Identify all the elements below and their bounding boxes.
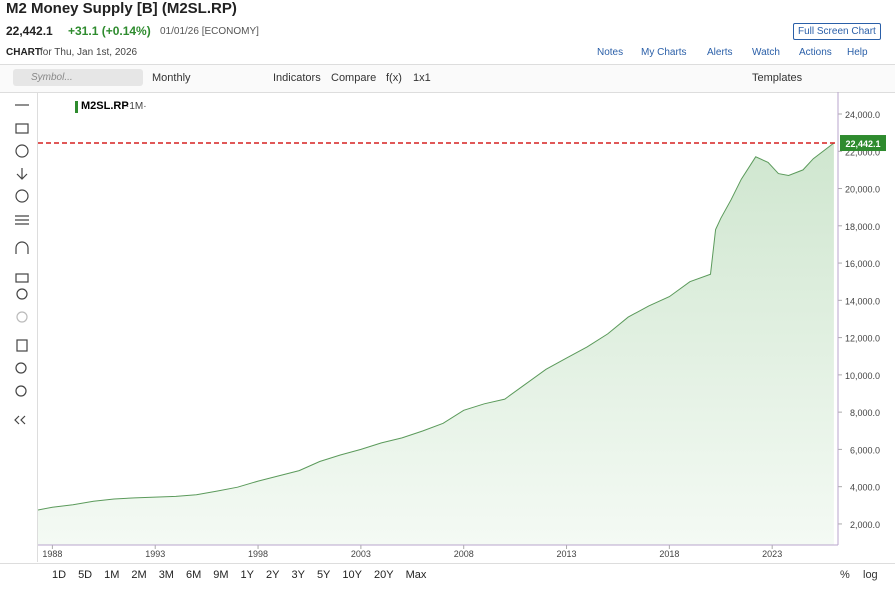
x-tick-label: 2023 — [762, 549, 782, 559]
last-price: 22,442.1 — [6, 24, 53, 38]
tool-icons — [14, 104, 29, 425]
range-button[interactable]: 5Y — [316, 569, 331, 581]
y-tick-label: 2,000.0 — [850, 520, 880, 530]
legend-symbol[interactable]: M2SL.RP — [81, 100, 129, 112]
y-tick-label: 16,000.0 — [845, 259, 880, 269]
tool-zoom-in[interactable] — [15, 362, 27, 374]
fx-button[interactable]: f(x) — [386, 72, 402, 84]
range-button[interactable]: 2Y — [266, 569, 280, 581]
x-tick-label: 2008 — [454, 549, 474, 559]
tool-collapse[interactable] — [14, 415, 26, 425]
tool-redo[interactable] — [16, 311, 28, 323]
y-tick-label: 22,000.0 — [845, 147, 880, 157]
my-charts-link[interactable]: My Charts — [641, 47, 687, 58]
tool-magnet[interactable] — [15, 241, 29, 254]
legend-interval: ·1M· — [126, 101, 147, 112]
range-button[interactable]: 2M — [131, 569, 147, 581]
change: +31.1 (+0.14%) — [68, 24, 151, 38]
range-button[interactable]: 5D — [78, 569, 93, 581]
y-tick-label: 24,000.0 — [845, 110, 880, 120]
alerts-link[interactable]: Alerts — [707, 47, 733, 58]
range-button[interactable]: 6M — [185, 569, 202, 581]
tool-arrow[interactable] — [16, 168, 28, 180]
full-screen-button[interactable]: Full Screen Chart — [793, 23, 881, 40]
current-value-box — [840, 135, 886, 152]
y-tick-label: 10,000.0 — [845, 371, 880, 381]
range-bar — [0, 563, 895, 591]
notes-link[interactable]: Notes — [597, 47, 624, 58]
actions-link[interactable]: Actions — [799, 47, 832, 58]
compare-button[interactable]: Compare — [331, 72, 377, 84]
x-tick-label: 1993 — [145, 549, 165, 559]
templates-button[interactable]: Templates — [752, 72, 803, 84]
range-button[interactable]: 3Y — [291, 569, 305, 581]
left-tools — [0, 92, 38, 562]
help-link[interactable]: Help — [847, 47, 868, 58]
y-tick-label: 20,000.0 — [845, 185, 880, 195]
y-tick-label: 18,000.0 — [845, 222, 880, 232]
x-tick-label: 2013 — [557, 549, 577, 559]
date: 01/01/26 [ECONOMY] — [160, 26, 259, 37]
area-line — [38, 142, 835, 511]
range-button[interactable]: 20Y — [373, 569, 394, 581]
range-buttons: 1D 5D 1M 2M 3M 6M 9M 1Y 2Y 3Y 5Y 10Y 20Y Max — [52, 569, 438, 581]
percent-toggle[interactable]: % — [840, 569, 850, 581]
period-select[interactable]: Monthly — [152, 72, 191, 84]
range-button[interactable]: 1M — [104, 569, 120, 581]
tool-zoom-out[interactable] — [15, 385, 27, 397]
area-fill — [38, 143, 834, 545]
tool-pattern[interactable] — [15, 215, 29, 225]
x-tick-label: 1998 — [248, 549, 268, 559]
tool-shape[interactable] — [15, 144, 29, 158]
tool-count[interactable] — [15, 189, 29, 203]
range-button[interactable]: Max — [405, 569, 427, 581]
range-button[interactable]: 1D — [52, 569, 67, 581]
range-button[interactable]: 9M — [213, 569, 229, 581]
watch-link[interactable]: Watch — [752, 47, 780, 58]
symbol-search[interactable]: Symbol... — [13, 69, 143, 86]
range-button[interactable]: 3M — [158, 569, 174, 581]
indicators-button[interactable]: Indicators — [273, 72, 321, 84]
chart-label: CHART — [6, 47, 41, 58]
title: M2 Money Supply [B] (M2SL.RP) — [6, 0, 237, 17]
tool-fib[interactable] — [15, 123, 29, 134]
chart-date: for Thu, Jan 1st, 2026 — [40, 47, 138, 58]
current-value-label: 22,442.1 — [845, 139, 880, 149]
x-tick-label: 2018 — [659, 549, 679, 559]
log-toggle[interactable]: log — [863, 569, 878, 581]
range-button[interactable]: 10Y — [342, 569, 362, 581]
y-tick-label: 4,000.0 — [850, 483, 880, 493]
x-tick-label: 1988 — [42, 549, 62, 559]
y-tick-label: 14,000.0 — [845, 296, 880, 306]
y-tick-label: 6,000.0 — [850, 445, 880, 455]
tool-lock[interactable] — [15, 273, 29, 283]
range-button[interactable]: 1Y — [240, 569, 254, 581]
legend-swatch — [75, 101, 78, 113]
chart: M2SL.RP ·1M· barchart 2,000.04,000.06,00… — [38, 92, 886, 559]
x-tick-label: 2003 — [351, 549, 371, 559]
y-tick-label: 12,000.0 — [845, 334, 880, 344]
y-tick-label: 8,000.0 — [850, 408, 880, 418]
toolbar — [0, 64, 895, 93]
layout-button[interactable]: 1x1 — [413, 72, 431, 84]
tool-undo[interactable] — [16, 288, 28, 300]
tool-delete[interactable] — [16, 339, 28, 352]
